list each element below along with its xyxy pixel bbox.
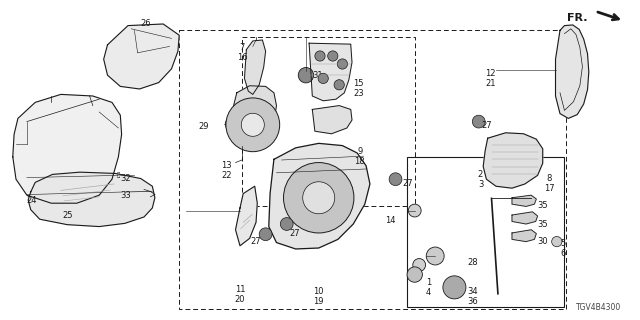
Circle shape (241, 113, 264, 136)
Circle shape (389, 173, 402, 186)
Polygon shape (28, 172, 155, 227)
Text: 27: 27 (481, 121, 492, 130)
Circle shape (328, 51, 338, 61)
Text: 35: 35 (538, 220, 548, 229)
Text: 26: 26 (141, 19, 151, 28)
Polygon shape (104, 24, 179, 89)
Circle shape (259, 228, 272, 241)
Text: 31: 31 (312, 71, 323, 80)
Text: 13
22: 13 22 (221, 161, 232, 180)
Text: 11
20: 11 20 (235, 285, 245, 305)
Circle shape (284, 163, 354, 233)
Text: 24: 24 (27, 196, 37, 205)
Text: 2
3: 2 3 (478, 170, 483, 189)
Polygon shape (236, 186, 257, 246)
Polygon shape (13, 94, 122, 203)
Circle shape (472, 115, 485, 128)
Bar (179, 30, 566, 309)
Text: 27: 27 (250, 237, 261, 246)
Circle shape (552, 236, 562, 247)
Polygon shape (556, 25, 589, 118)
Text: 14: 14 (385, 216, 396, 225)
Polygon shape (244, 40, 266, 94)
Circle shape (413, 259, 426, 271)
Circle shape (334, 80, 344, 90)
Circle shape (426, 247, 444, 265)
Circle shape (443, 276, 466, 299)
Bar (407, 157, 564, 307)
Polygon shape (232, 86, 276, 146)
Polygon shape (512, 195, 536, 206)
Circle shape (226, 98, 280, 152)
Text: 1
4: 1 4 (426, 278, 431, 298)
Text: 15
23: 15 23 (353, 79, 364, 99)
Polygon shape (512, 230, 536, 242)
Polygon shape (309, 43, 352, 101)
Polygon shape (269, 143, 370, 249)
Circle shape (407, 267, 422, 282)
Polygon shape (512, 212, 538, 224)
Text: 5
6: 5 6 (560, 239, 565, 259)
Text: 29: 29 (198, 122, 209, 131)
Circle shape (315, 51, 325, 61)
Text: TGV4B4300: TGV4B4300 (575, 303, 621, 312)
Text: ⬛: ⬛ (116, 172, 120, 178)
Circle shape (408, 204, 421, 217)
Text: FR.: FR. (567, 12, 588, 23)
Text: 27: 27 (402, 179, 413, 188)
Text: 34
36: 34 36 (467, 287, 478, 307)
Text: 7
16: 7 16 (237, 43, 247, 62)
Text: 10
19: 10 19 (314, 287, 324, 306)
Circle shape (318, 73, 328, 84)
Circle shape (303, 182, 335, 214)
Text: 30: 30 (538, 237, 548, 246)
Bar (242, 37, 415, 206)
Polygon shape (312, 106, 352, 134)
Circle shape (298, 68, 314, 83)
Text: 25: 25 (63, 211, 73, 220)
Circle shape (337, 59, 348, 69)
Polygon shape (483, 133, 543, 188)
Text: 27: 27 (289, 229, 300, 238)
Text: 28: 28 (467, 258, 478, 267)
Text: 35: 35 (538, 201, 548, 210)
Text: 9
18: 9 18 (355, 147, 365, 166)
Text: 8
17: 8 17 (544, 174, 555, 194)
Text: 33: 33 (120, 191, 131, 200)
Circle shape (225, 118, 238, 131)
Text: 32: 32 (120, 174, 131, 183)
Circle shape (280, 218, 293, 230)
Text: 12
21: 12 21 (485, 69, 495, 88)
